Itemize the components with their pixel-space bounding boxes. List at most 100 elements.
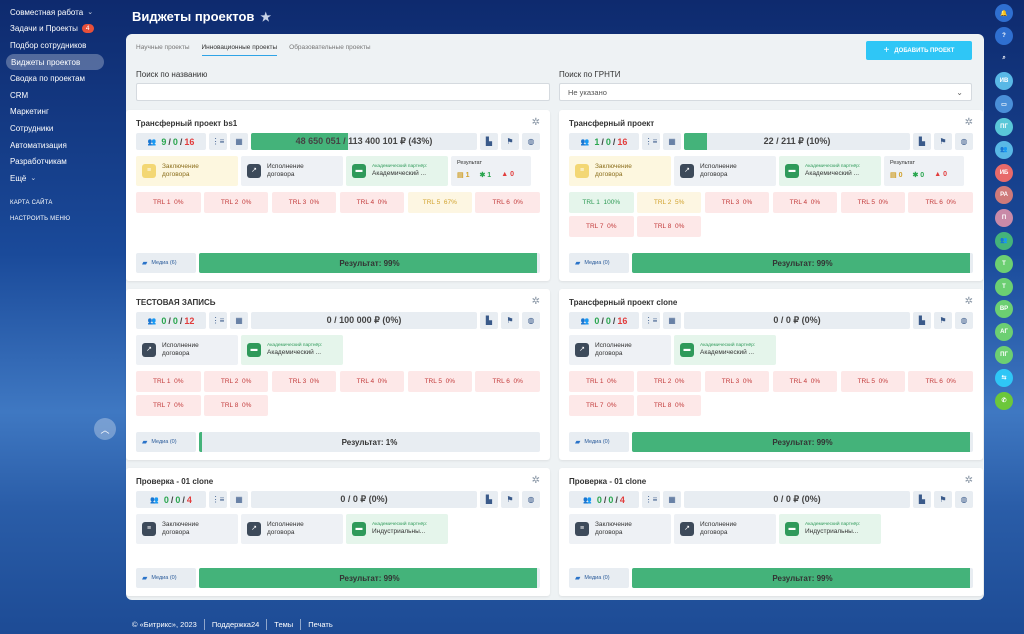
avatar-ib-icon[interactable]: ИБ <box>995 163 1013 182</box>
document-tile[interactable]: ↗ Исполнение договора <box>241 514 343 544</box>
flag-icon[interactable]: ⚑ <box>501 491 519 508</box>
avatar-iv-icon[interactable]: ИВ <box>995 72 1013 91</box>
tab-0[interactable]: Научные проекты <box>136 44 190 51</box>
bell-icon[interactable]: 🔔 <box>995 4 1013 22</box>
document-tile[interactable]: ▬ Академический партнёр: Академический ... <box>346 156 448 186</box>
trl-cell[interactable]: TRL 4 0% <box>339 371 405 392</box>
phone-icon[interactable]: ✆ <box>995 391 1013 410</box>
globe-icon[interactable]: ◍ <box>955 133 973 150</box>
tab-2[interactable]: Образовательные проекты <box>289 44 371 51</box>
trl-cell[interactable]: TRL 4 0% <box>772 192 838 213</box>
flag-icon[interactable]: ⚑ <box>501 312 519 329</box>
sidebar-item[interactable]: Задачи и Проекты 4 <box>0 21 110 38</box>
sitemap-link[interactable]: КАРТА САЙТА <box>10 199 53 206</box>
document-tile[interactable]: ▬ Академический партнёр: Индустриальны... <box>779 514 881 544</box>
calculator-icon[interactable]: ▦ <box>230 312 248 329</box>
globe-icon[interactable]: ◍ <box>955 491 973 508</box>
sidebar-item[interactable]: Разработчикам <box>0 153 110 170</box>
document-tile[interactable]: ↗ Исполнение договора <box>674 514 776 544</box>
task-counts[interactable]: 👥 9/0/16 <box>136 133 206 150</box>
trl-cell[interactable]: TRL 1 100% <box>569 192 634 213</box>
document-tile[interactable]: ▬ Академический партнёр: Академический ... <box>241 335 343 365</box>
avatar-ag-icon[interactable]: АГ <box>995 323 1013 342</box>
media-button[interactable]: ▰ Медиа (0) <box>569 253 629 273</box>
trl-cell[interactable]: TRL 8 0% <box>636 216 702 237</box>
gear-icon[interactable]: ✲ <box>964 296 973 307</box>
trl-cell[interactable]: TRL 7 0% <box>569 216 634 237</box>
globe-icon[interactable]: ◍ <box>522 312 540 329</box>
building-icon[interactable]: ▙ <box>913 133 931 150</box>
sidebar-item[interactable]: Ещё ⌄ <box>0 170 110 187</box>
task-counts[interactable]: 👥 0/0/16 <box>569 312 639 329</box>
task-counts[interactable]: 👥 0/0/4 <box>136 491 206 508</box>
scroll-up-icon[interactable]: ︿ <box>94 418 116 440</box>
avatar-t1-icon[interactable]: Т <box>995 254 1013 273</box>
flag-icon[interactable]: ⚑ <box>934 133 952 150</box>
trl-cell[interactable]: TRL 2 0% <box>203 192 269 213</box>
trl-cell[interactable]: TRL 7 0% <box>569 395 634 416</box>
document-tile[interactable]: ≡ Заключение договора <box>569 156 671 186</box>
document-tile[interactable]: ▬ Академический партнёр: Индустриальны... <box>346 514 448 544</box>
avatar-pg-icon[interactable]: ПГ <box>995 117 1013 136</box>
tab-1[interactable]: Инновационные проекты <box>201 44 278 56</box>
avatar-p-icon[interactable]: П <box>995 209 1013 228</box>
card-title[interactable]: Проверка - 01 clone <box>569 477 647 486</box>
document-tile[interactable]: ≡ Заключение договора <box>136 156 238 186</box>
media-button[interactable]: ▰ Медиа (0) <box>136 568 196 588</box>
trl-cell[interactable]: TRL 6 0% <box>908 192 973 213</box>
trl-cell[interactable]: TRL 6 0% <box>908 371 973 392</box>
document-tile[interactable]: ↗ Исполнение договора <box>569 335 671 365</box>
calculator-icon[interactable]: ▦ <box>230 133 248 150</box>
sidebar-item[interactable]: Сводка по проектам <box>0 70 110 87</box>
hierarchy-icon[interactable]: ⋮≡ <box>642 133 660 150</box>
star-icon[interactable]: ★ <box>260 9 272 24</box>
telephony-icon[interactable]: ⇆ <box>995 368 1013 387</box>
calculator-icon[interactable]: ▦ <box>663 491 681 508</box>
media-button[interactable]: ▰ Медиа (0) <box>569 568 629 588</box>
grnti-select[interactable]: Не указано ⌄ <box>559 83 972 101</box>
trl-cell[interactable]: TRL 5 0% <box>407 371 473 392</box>
trl-cell[interactable]: TRL 5 67% <box>407 192 473 213</box>
trl-cell[interactable]: TRL 2 5% <box>636 192 702 213</box>
trl-cell[interactable]: TRL 1 0% <box>569 371 634 392</box>
card-title[interactable]: ТЕСТОВАЯ ЗАПИСЬ <box>136 298 216 307</box>
building-icon[interactable]: ▙ <box>480 312 498 329</box>
trl-cell[interactable]: TRL 8 0% <box>203 395 269 416</box>
footer-link-print[interactable]: Печать <box>308 620 333 629</box>
media-button[interactable]: ▰ Медиа (0) <box>136 432 196 452</box>
building-icon[interactable]: ▙ <box>480 133 498 150</box>
trl-cell[interactable]: TRL 3 0% <box>271 371 337 392</box>
avatar-vr-icon[interactable]: ВР <box>995 300 1013 319</box>
calculator-icon[interactable]: ▦ <box>663 133 681 150</box>
group-icon[interactable]: 👥 <box>995 140 1013 159</box>
card-title[interactable]: Трансферный проект <box>569 119 655 128</box>
globe-icon[interactable]: ◍ <box>522 133 540 150</box>
sidebar-item[interactable]: Маркетинг <box>0 104 110 121</box>
flag-icon[interactable]: ⚑ <box>501 133 519 150</box>
group-green-icon[interactable]: 👥 <box>995 231 1013 250</box>
trl-cell[interactable]: TRL 5 0% <box>840 192 906 213</box>
configure-menu-link[interactable]: НАСТРОИТЬ МЕНЮ <box>10 215 71 222</box>
card-title[interactable]: Трансферный проект bs1 <box>136 119 238 128</box>
sidebar-item[interactable]: Совместная работа ⌄ <box>0 4 110 21</box>
trl-cell[interactable]: TRL 3 0% <box>704 192 770 213</box>
footer-link-themes[interactable]: Темы <box>274 620 294 629</box>
media-button[interactable]: ▰ Медиа (6) <box>136 253 196 273</box>
trl-cell[interactable]: TRL 4 0% <box>772 371 838 392</box>
calculator-icon[interactable]: ▦ <box>230 491 248 508</box>
hierarchy-icon[interactable]: ⋮≡ <box>209 491 227 508</box>
avatar-t2-icon[interactable]: Т <box>995 277 1013 296</box>
document-tile[interactable]: ↗ Исполнение договора <box>136 335 238 365</box>
trl-cell[interactable]: TRL 5 0% <box>840 371 906 392</box>
trl-cell[interactable]: TRL 2 0% <box>636 371 702 392</box>
gear-icon[interactable]: ✲ <box>964 475 973 486</box>
sidebar-item[interactable]: CRM <box>0 87 110 104</box>
flag-icon[interactable]: ⚑ <box>934 312 952 329</box>
name-search-input[interactable] <box>136 83 550 101</box>
search-icon[interactable]: ⌕ <box>1002 55 1006 62</box>
gear-icon[interactable]: ✲ <box>531 296 540 307</box>
trl-cell[interactable]: TRL 4 0% <box>339 192 405 213</box>
trl-cell[interactable]: TRL 6 0% <box>475 371 540 392</box>
document-tile[interactable]: ▬ Академический партнёр: Академический ... <box>674 335 776 365</box>
building-icon[interactable]: ▙ <box>913 491 931 508</box>
